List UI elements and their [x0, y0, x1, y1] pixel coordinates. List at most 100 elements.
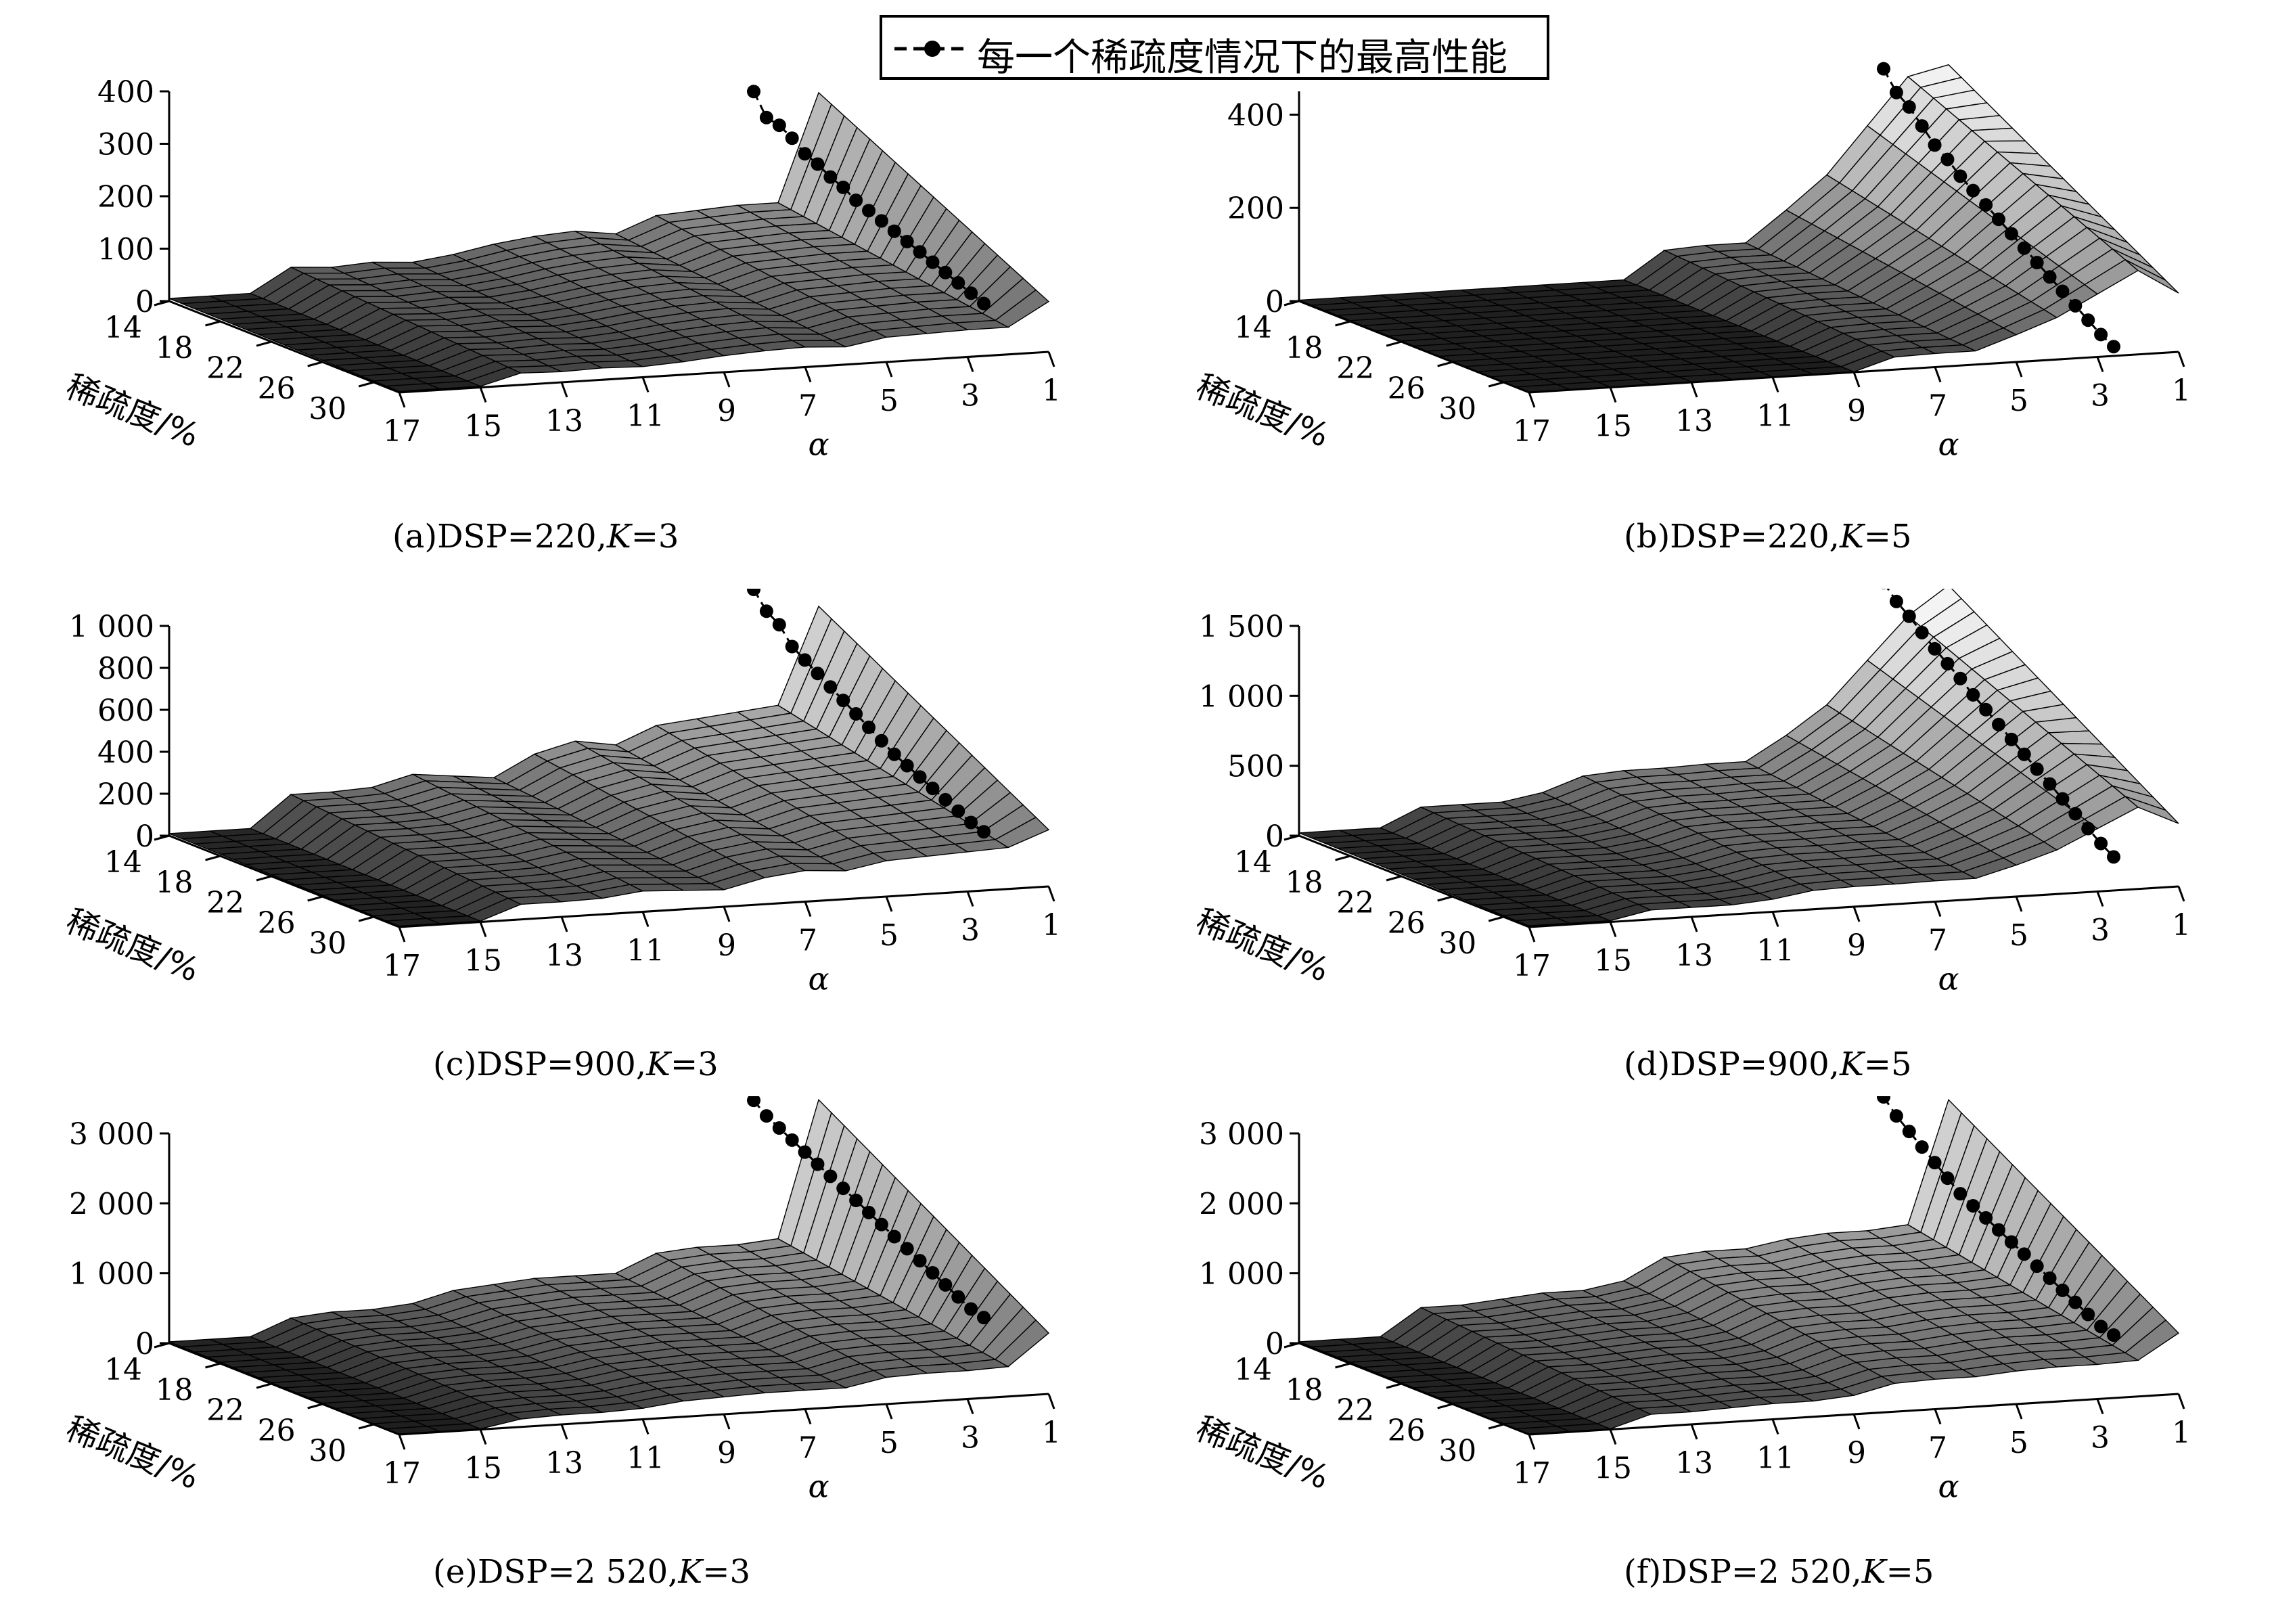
- alpha-tick-label: 5: [880, 918, 899, 953]
- z-tick-label: 300: [97, 128, 154, 162]
- max-point: [1992, 212, 2005, 227]
- alpha-tick-mark: [641, 911, 650, 928]
- alpha-tick-label: 7: [798, 389, 817, 424]
- max-point: [900, 1242, 914, 1256]
- surface-facet: [994, 1319, 1050, 1368]
- max-point: [798, 653, 812, 667]
- max-point: [2068, 1295, 2083, 1309]
- sparsity-tick-label: 18: [1286, 865, 1323, 900]
- alpha-tick-mark: [2177, 351, 2185, 367]
- surface: [168, 1098, 1050, 1435]
- max-point: [1940, 656, 1955, 671]
- alpha-tick-mark: [479, 921, 487, 938]
- z-tick-label: 200: [97, 180, 154, 215]
- sparsity-tick-label: 18: [156, 331, 194, 365]
- z-axis: 0 1 000 2 000 3 000: [1199, 1117, 1300, 1361]
- alpha-tick-mark: [2096, 1398, 2104, 1415]
- alpha-tick-label: 11: [1756, 399, 1794, 434]
- max-point: [747, 85, 760, 99]
- max-point: [938, 265, 953, 279]
- max-point: [951, 804, 965, 818]
- alpha-tick-label: 3: [2091, 379, 2110, 413]
- z-axis: 0 100 200 300 400: [97, 75, 170, 319]
- max-series: [1881, 589, 2120, 864]
- max-point: [823, 1169, 838, 1183]
- sparsity-tick-label: 18: [1286, 1373, 1323, 1407]
- chart-svg: 0 500 1 000 1 500 计算性能/GOPS 17 15 13 11 9 7 5 3 1 α 14 1…: [1150, 589, 2191, 997]
- max-point: [2094, 1320, 2108, 1334]
- alpha-tick-label: 5: [880, 1426, 899, 1460]
- max-point: [862, 1205, 876, 1219]
- chart-svg: 0 100 200 300 400 计算性能/GOPS 17 15 13 11 9 7 5 3 1 α 14 18…: [20, 75, 1061, 463]
- alpha-tick-mark: [1690, 916, 1698, 932]
- alpha-tick-label: 13: [1675, 939, 1713, 973]
- alpha-tick-mark: [2096, 890, 2104, 907]
- max-point: [913, 1254, 927, 1268]
- sparsity-tick-label: 26: [258, 906, 296, 941]
- alpha-tick-mark: [1771, 376, 1779, 393]
- sparsity-tick-mark: [1488, 381, 1504, 388]
- max-point: [798, 147, 812, 161]
- alpha-tick-mark: [398, 926, 406, 943]
- max-point: [1940, 152, 1955, 166]
- caption-suffix: =3: [670, 1045, 719, 1083]
- alpha-tick-label: 17: [1513, 949, 1551, 983]
- max-point: [1902, 1125, 1916, 1139]
- caption-suffix: =3: [631, 518, 679, 556]
- max-point: [951, 276, 965, 290]
- max-point: [2107, 340, 2120, 354]
- alpha-tick-mark: [804, 366, 812, 383]
- max-point: [2068, 298, 2083, 313]
- z-tick-label: 800: [97, 652, 154, 686]
- chart-panel-c: 0 200 400 600 800 1 000 计算性能/GOPS 17 15 13 11 9 7 5 3 1…: [20, 589, 1143, 1116]
- alpha-tick-mark: [885, 896, 893, 912]
- sparsity-tick-label: 22: [206, 351, 244, 386]
- max-point: [2094, 836, 2108, 851]
- sparsity-tick-mark: [1488, 1423, 1504, 1430]
- sparsity-tick-label: 26: [1388, 906, 1426, 941]
- alpha-tick-mark: [723, 1414, 731, 1430]
- sparsity-tick-label: 30: [309, 926, 346, 961]
- z-axis-label: 计算性能/GOPS: [1150, 1123, 1152, 1355]
- alpha-tick-mark: [966, 1398, 974, 1415]
- alpha-tick-mark: [2177, 1393, 2185, 1409]
- alpha-tick-mark: [1771, 911, 1779, 928]
- alpha-tick-label: 13: [1675, 404, 1713, 438]
- alpha-tick-mark: [1852, 1414, 1861, 1430]
- caption-prefix: (a)DSP=220,: [392, 518, 607, 556]
- max-point: [811, 157, 825, 171]
- max-point: [2017, 1247, 2031, 1261]
- sparsity-tick-label: 26: [1388, 371, 1426, 406]
- sparsity-axis-label: 稀疏度/%: [61, 1409, 204, 1497]
- alpha-tick-mark: [1852, 371, 1861, 388]
- z-axis-label: 计算性能/GOPS: [20, 1123, 22, 1355]
- sparsity-tick-mark: [1437, 895, 1453, 902]
- caption-suffix: =5: [1863, 1045, 1912, 1083]
- alpha-tick-label: 9: [717, 1436, 736, 1470]
- alpha-tick-label: 15: [464, 409, 502, 444]
- max-point: [2030, 1259, 2044, 1273]
- alpha-tick-mark: [804, 901, 812, 918]
- sparsity-tick-label: 30: [1438, 392, 1476, 426]
- caption-prefix: (d)DSP=900,: [1624, 1045, 1840, 1083]
- alpha-tick-mark: [1047, 886, 1055, 902]
- max-point: [900, 759, 914, 773]
- max-point: [926, 255, 940, 269]
- sparsity-tick-mark: [256, 340, 272, 347]
- max-point: [2030, 256, 2044, 269]
- z-tick-label: 0: [135, 285, 154, 319]
- surface: [1298, 589, 2179, 926]
- max-point: [1902, 100, 1916, 114]
- alpha-tick-label: 11: [1756, 934, 1794, 968]
- sparsity-tick-mark: [1488, 916, 1504, 922]
- alpha-tick-label: 15: [1594, 1451, 1632, 1486]
- alpha-tick-mark: [966, 356, 974, 373]
- panel-caption: (d)DSP=900,K=5: [1624, 1045, 1912, 1083]
- max-point: [1940, 1171, 1955, 1186]
- alpha-tick-mark: [1934, 366, 1942, 383]
- max-point: [2043, 270, 2057, 284]
- max-point: [887, 1230, 901, 1244]
- alpha-tick-label: 9: [717, 394, 736, 428]
- alpha-tick-label: 1: [2172, 908, 2191, 943]
- max-point: [2043, 1271, 2057, 1285]
